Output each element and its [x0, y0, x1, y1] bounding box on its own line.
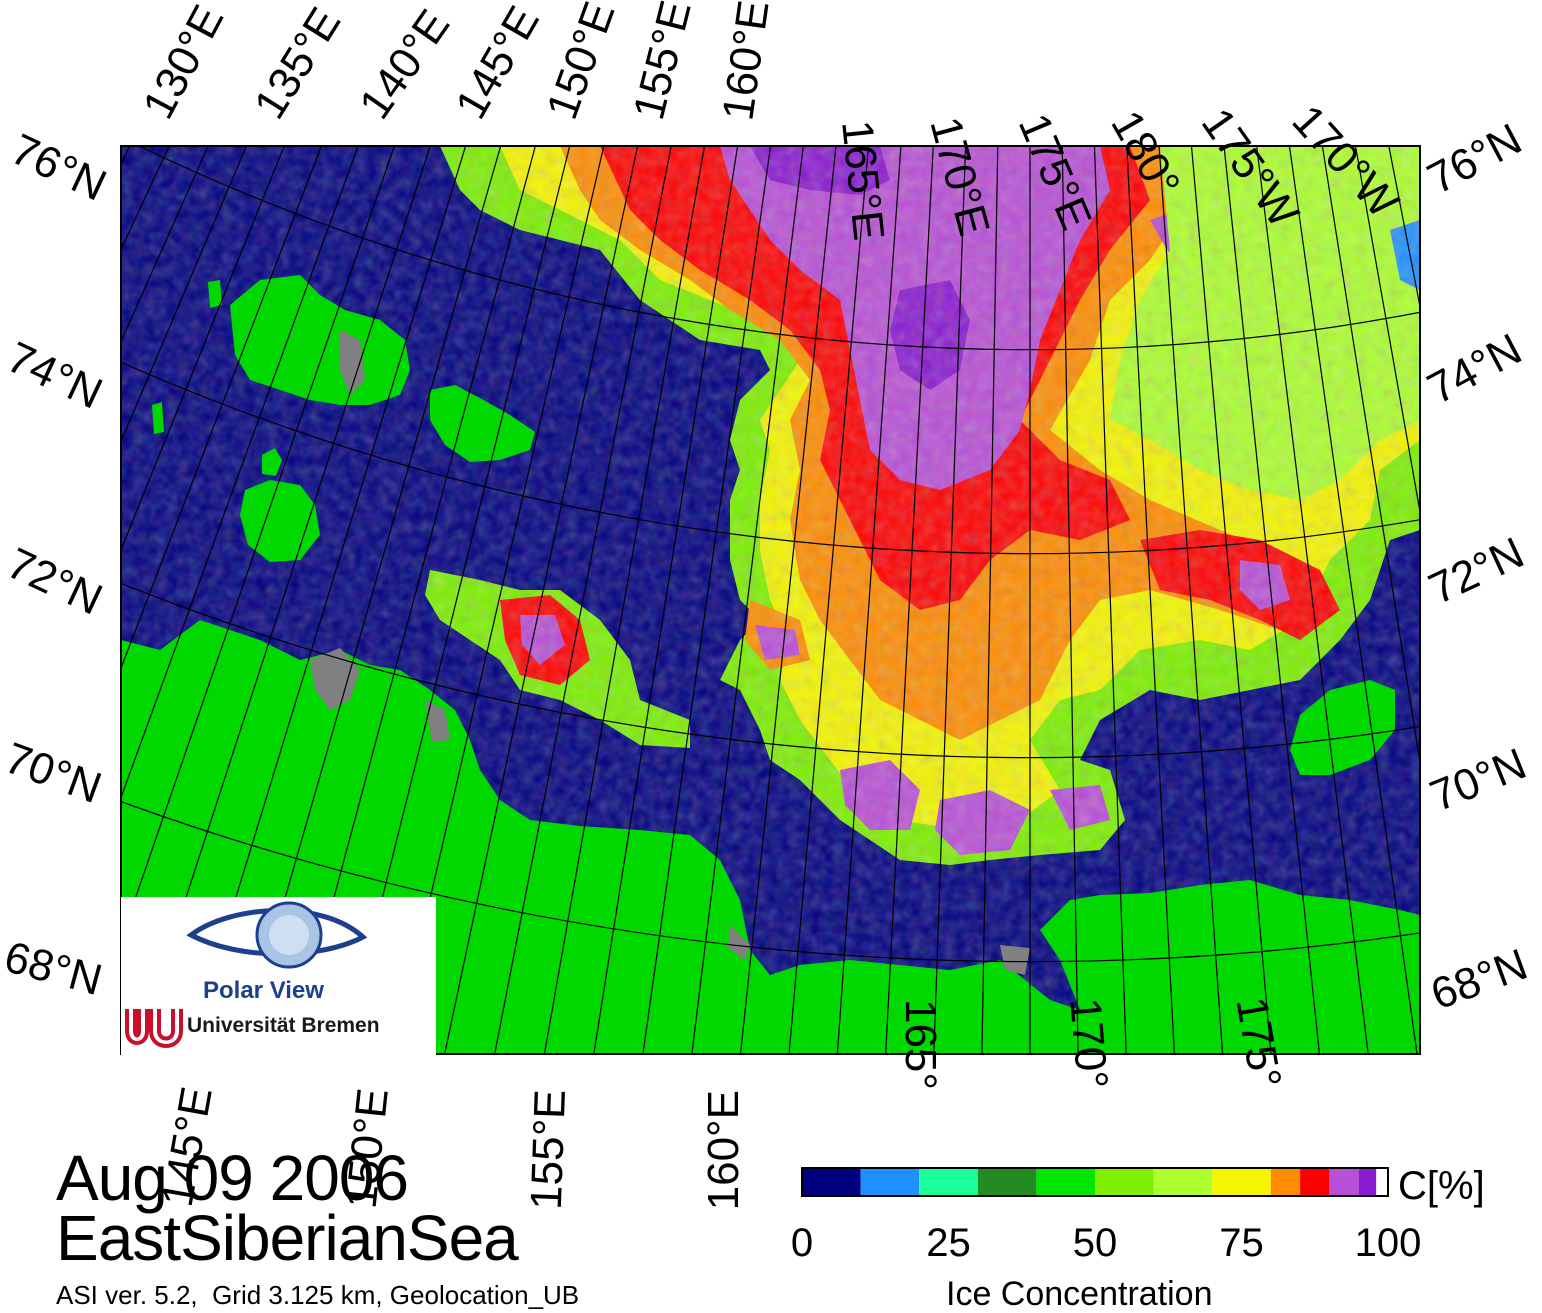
- colorbar-bin: [1270, 1168, 1301, 1196]
- land-coast-gray-5: [1000, 945, 1030, 975]
- colorbar-bin: [1300, 1168, 1330, 1196]
- land-kotelny-island: [230, 275, 410, 405]
- logo-institution: Universität Bremen: [187, 1014, 380, 1037]
- meridian-line: [642, 146, 772, 1054]
- bottom-lon-label: 155°E: [522, 1089, 575, 1211]
- colorbar-bin: [802, 1168, 861, 1196]
- colorbar-bin: [1212, 1168, 1271, 1196]
- footer-text: ASI ver. 5.2, Grid 3.125 km, Geolocation…: [56, 1280, 580, 1310]
- land-coast-gray-2: [425, 700, 450, 742]
- colorbar-bin: [1329, 1168, 1359, 1196]
- right-lat-label: 76°N: [1420, 114, 1530, 203]
- top-lon-label: 130°E: [134, 0, 234, 127]
- colorbar-bin: [860, 1168, 920, 1196]
- land-small-island-1: [262, 448, 282, 476]
- right-lat-label: 68°N: [1425, 940, 1534, 1020]
- meridian-line: [981, 146, 999, 1054]
- meridian-line: [121, 146, 323, 670]
- land-small-island-2: [152, 402, 164, 434]
- meridian-line: [1256, 146, 1369, 1054]
- top-lon-label: 160°E: [713, 0, 778, 123]
- right-latitude-labels: 76°N 74°N 72°N 70°N 68°N: [1420, 114, 1534, 1019]
- meridian-line: [885, 146, 934, 1054]
- left-lat-label: 70°N: [0, 733, 108, 813]
- colorbar-bin: [1095, 1168, 1154, 1196]
- right-lat-label: 74°N: [1420, 324, 1530, 413]
- land-wrangel-island: [1290, 680, 1395, 775]
- region-label: EastSiberianSea: [56, 1202, 519, 1274]
- bottom-lon-label: 160°E: [699, 1090, 748, 1210]
- meridian-line: [1126, 146, 1175, 1054]
- bottom-lon-label: 165°: [896, 999, 945, 1090]
- land-coast-gray-3: [340, 330, 365, 395]
- meridian-line: [121, 146, 248, 444]
- colorbar-tick: 100: [1355, 1221, 1422, 1265]
- bottom-lon-label: 170°: [1060, 996, 1117, 1091]
- meridian-line: [494, 146, 672, 1054]
- colorbar-tick: 75: [1219, 1221, 1264, 1265]
- land-masses: [121, 275, 1420, 1054]
- meridian-line: [788, 146, 870, 1054]
- meridian-line: [1061, 146, 1079, 1054]
- right-lat-label: 72°N: [1422, 528, 1532, 614]
- top-lon-label: 150°E: [537, 0, 624, 125]
- colorbar-tick: 0: [791, 1221, 813, 1265]
- colorbar-tick: 50: [1073, 1221, 1118, 1265]
- colorbar-bin: [919, 1168, 978, 1196]
- meridian-line: [691, 146, 804, 1054]
- date-label: Aug 09 2006: [56, 1142, 409, 1214]
- colorbar-bin: [1376, 1168, 1388, 1196]
- meridian-line: [836, 146, 902, 1054]
- land-liakhov-island: [240, 480, 320, 562]
- left-lat-label: 74°N: [0, 333, 110, 419]
- meridian-line: [1288, 146, 1418, 1054]
- land-small-island-3: [208, 280, 222, 308]
- meridian-line: [1321, 146, 1420, 767]
- top-lon-label: 140°E: [350, 1, 459, 128]
- left-latitude-labels: 76°N 74°N 72°N 70°N 68°N: [0, 125, 114, 1005]
- top-lon-label: 155°E: [624, 0, 701, 124]
- meridian-line: [121, 146, 359, 800]
- land-coast-gray-1: [310, 648, 360, 710]
- meridian-line: [444, 146, 639, 1054]
- map-frame: [120, 145, 1421, 1055]
- meridian-line: [543, 146, 706, 1054]
- meridian-line: [1158, 146, 1224, 1054]
- logo-title: Polar View: [203, 977, 324, 1004]
- left-lat-label: 76°N: [4, 125, 114, 211]
- colorbar: [801, 1167, 1389, 1197]
- meridian-line: [121, 146, 285, 552]
- colorbar-bin: [1153, 1168, 1213, 1196]
- colorbar-bin: [1036, 1168, 1095, 1196]
- colorbar-unit: C[%]: [1398, 1164, 1485, 1208]
- colorbar-tick-labels: 0 25 50 75 100: [791, 1221, 1422, 1265]
- meridian-line: [739, 146, 837, 1054]
- colorbar-bin: [1358, 1168, 1377, 1196]
- polar-view-logo: Polar View Universität Bremen: [121, 897, 436, 1055]
- meridian-line: [933, 146, 967, 1054]
- left-lat-label: 68°N: [0, 932, 107, 1005]
- right-lat-label: 70°N: [1423, 739, 1533, 821]
- colorbar-tick: 25: [926, 1221, 971, 1265]
- eye-logo-icon: [125, 901, 368, 1048]
- top-lon-label: 145°E: [446, 0, 549, 127]
- colorbar-title: Ice Concentration: [946, 1275, 1213, 1313]
- land-coast-gray-4: [728, 925, 750, 960]
- meridian-line: [1093, 146, 1127, 1054]
- left-lat-label: 72°N: [0, 539, 110, 625]
- meridian-line: [1190, 146, 1272, 1054]
- meridian-line: [1223, 146, 1321, 1054]
- colorbar-bin: [977, 1168, 1037, 1196]
- meridian-line: [593, 146, 739, 1054]
- top-lon-label: 135°E: [245, 0, 350, 127]
- colorbar-frame: [801, 1167, 1389, 1197]
